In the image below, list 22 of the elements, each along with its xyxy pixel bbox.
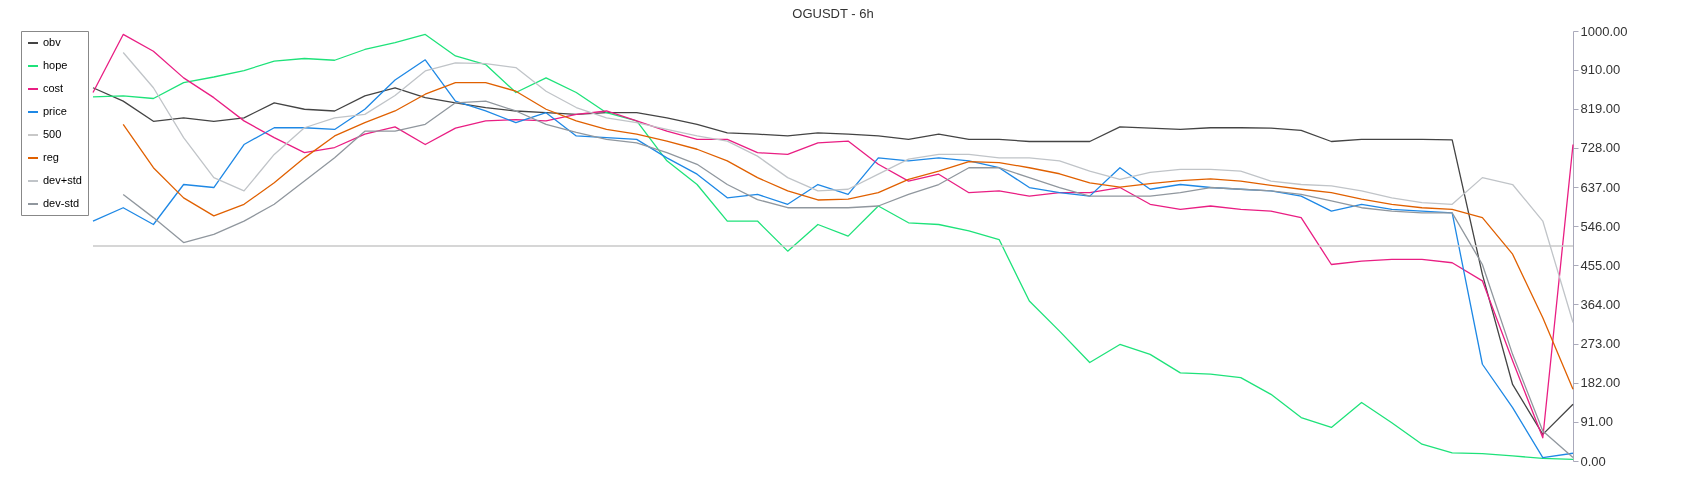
chart-title: OGUSDT - 6h xyxy=(792,6,874,21)
legend-label: price xyxy=(43,105,67,117)
y-tick-label: 546.00 xyxy=(1580,218,1621,234)
legend-label: reg xyxy=(43,151,59,163)
y-tick-label: 910.00 xyxy=(1580,62,1621,78)
y-tick-label: 819.00 xyxy=(1580,101,1621,117)
legend-label: dev-std xyxy=(43,197,80,209)
y-tick-label: 455.00 xyxy=(1580,257,1621,273)
y-tick-label: 182.00 xyxy=(1580,375,1621,391)
y-tick-label: 1000.00 xyxy=(1580,23,1628,39)
line-series xyxy=(122,81,1574,390)
y-tick-label: 364.00 xyxy=(1580,296,1621,312)
y-tick-label: 273.00 xyxy=(1580,336,1621,352)
y-tick-label: 91.00 xyxy=(1580,414,1614,430)
legend-label: obv xyxy=(43,36,62,48)
y-tick-label: 637.00 xyxy=(1580,179,1621,195)
legend-label: cost xyxy=(43,82,64,94)
legend-label: hope xyxy=(43,59,68,71)
legend-label: dev+std xyxy=(43,174,82,186)
legend-label: 500 xyxy=(43,128,62,140)
y-tick-label: 0.00 xyxy=(1580,453,1606,469)
y-tick-label: 728.00 xyxy=(1580,140,1621,156)
